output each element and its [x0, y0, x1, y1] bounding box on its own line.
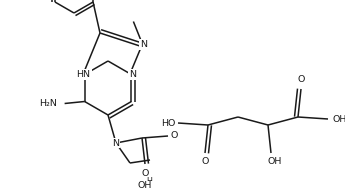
Text: OH: OH [268, 158, 282, 166]
Text: O: O [201, 158, 209, 166]
Text: O: O [170, 131, 178, 140]
Text: H₂N: H₂N [39, 99, 57, 108]
Text: O: O [141, 169, 149, 177]
Text: N: N [129, 70, 136, 79]
Text: H: H [146, 177, 152, 187]
Text: N: N [140, 40, 147, 49]
Text: HO: HO [161, 119, 175, 127]
Text: O: O [297, 75, 305, 85]
Text: N: N [112, 139, 119, 147]
Text: OH: OH [138, 181, 152, 190]
Text: OH: OH [333, 115, 345, 124]
Text: HN: HN [77, 70, 91, 79]
